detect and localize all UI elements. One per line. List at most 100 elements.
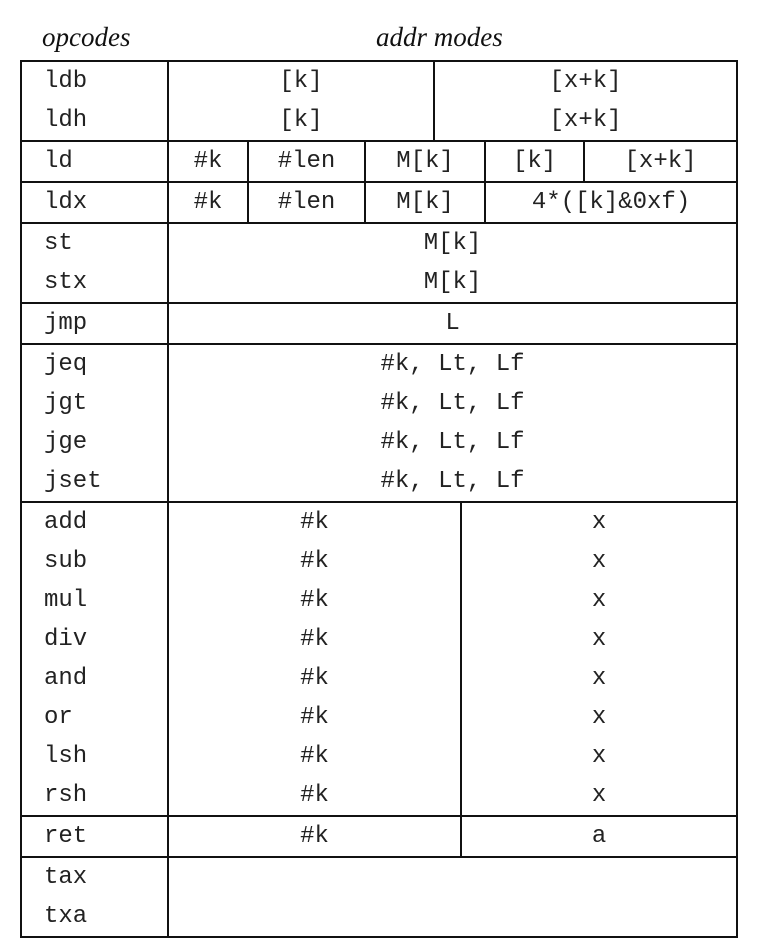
mode: x — [591, 626, 607, 653]
mode: #k — [193, 189, 223, 216]
mode: L — [445, 310, 460, 337]
opcode: add — [44, 509, 88, 536]
mode: #k — [300, 704, 329, 731]
opcode: sub — [44, 548, 88, 575]
mode-cell: [k] — [484, 140, 586, 183]
mode: #k — [300, 782, 329, 809]
mode-cell: #len — [247, 181, 366, 224]
mode: M[k] — [423, 230, 482, 257]
mode-cell: [k] [k] — [166, 60, 436, 142]
mode-cell: M[k] — [363, 181, 487, 224]
opcode-table: ldb ldh [k] [k] [x+k] [x+k] ld #k #len M[k]… — [20, 60, 739, 938]
mode: #k, Lt, Lf — [380, 429, 525, 456]
opcode-cell: ldx — [20, 181, 169, 224]
mode: [x+k] — [549, 68, 622, 95]
opcode: ret — [44, 823, 88, 850]
mode: #k — [300, 823, 329, 850]
mode: #k — [300, 626, 329, 653]
mode: #k — [300, 587, 329, 614]
opcode: stx — [44, 269, 88, 296]
mode: a — [591, 823, 607, 850]
mode-cell: a — [460, 815, 739, 858]
opcodes-heading: opcodes — [42, 22, 131, 52]
mode: x — [591, 548, 607, 575]
opcode: or — [44, 704, 73, 731]
opcode: ldh — [44, 107, 88, 134]
opcode: jmp — [44, 310, 88, 337]
opcode: lsh — [44, 743, 88, 770]
table-row: jmp L — [20, 302, 739, 345]
opcode: jeq — [44, 351, 88, 378]
opcode: and — [44, 665, 88, 692]
opcode-cell: ld — [20, 140, 169, 183]
mode-cell: #k #k #k #k #k #k #k #k — [166, 501, 463, 817]
mode-cell: M[k] M[k] — [166, 222, 739, 304]
opcode: jset — [44, 468, 102, 495]
mode: [k] — [512, 148, 557, 175]
opcode-cell: jmp — [20, 302, 169, 345]
mode: [x+k] — [549, 107, 622, 134]
mode-cell: #k — [167, 181, 249, 224]
mode: #k — [300, 509, 329, 536]
opcode-cell: ret — [20, 815, 169, 858]
mode: [x+k] — [624, 148, 697, 175]
mode: 4*([k]&0xf) — [531, 189, 691, 216]
opcode-cell: jeq jgt jge jset — [20, 343, 169, 503]
mode: [k] — [279, 68, 323, 95]
mode: x — [591, 509, 607, 536]
opcode: st — [44, 230, 73, 257]
opcode: jge — [44, 429, 88, 456]
mode-cell: #k — [167, 140, 249, 183]
table-row: st stx M[k] M[k] — [20, 222, 739, 304]
table-row: ld #k #len M[k] [k] [x+k] — [20, 140, 739, 183]
mode-cell: L — [166, 302, 739, 345]
table-row: ret #k a — [20, 815, 739, 858]
mode-cell: #k — [166, 815, 463, 858]
mode: #len — [277, 148, 336, 175]
opcode-cell: ldb ldh — [20, 60, 169, 142]
opcode-cell: add sub mul div and or lsh rsh — [20, 501, 169, 817]
mode: x — [591, 743, 607, 770]
table-row: ldb ldh [k] [k] [x+k] [x+k] — [20, 60, 739, 142]
mode: #k — [300, 743, 329, 770]
mode-cell: M[k] — [363, 140, 487, 183]
mode: x — [591, 587, 607, 614]
mode: x — [591, 782, 607, 809]
opcode: ld — [44, 148, 73, 175]
opcode-cell: st stx — [20, 222, 169, 304]
table-row: add sub mul div and or lsh rsh #k #k #k #k #k #k #k #k… — [20, 501, 739, 817]
table-row: ldx #k #len M[k] 4*([k]&0xf) — [20, 181, 739, 224]
mode: M[k] — [396, 148, 454, 175]
opcode: jgt — [44, 390, 88, 417]
mode-cell: #k, Lt, Lf #k, Lt, Lf #k, Lt, Lf #k, Lt, Lf — [166, 343, 739, 503]
opcode: mul — [44, 587, 88, 614]
table-row: jeq jgt jge jset #k, Lt, Lf #k, Lt, Lf #k, Lt… — [20, 343, 739, 503]
mode-cell: [x+k] [x+k] — [433, 60, 739, 142]
addr-modes-heading: addr modes — [376, 22, 503, 52]
opcode: div — [44, 626, 88, 653]
opcode: ldx — [44, 189, 88, 216]
table-row: tax txa — [20, 856, 739, 938]
mode: x — [591, 704, 607, 731]
opcode-cell: tax txa — [20, 856, 169, 938]
mode: M[k] — [396, 189, 454, 216]
mode-cell: 4*([k]&0xf) — [484, 181, 739, 224]
mode: #k — [193, 148, 223, 175]
mode: #k — [300, 665, 329, 692]
mode: #len — [277, 189, 336, 216]
mode: #k, Lt, Lf — [380, 351, 525, 378]
opcode: txa — [44, 903, 88, 930]
opcode: tax — [44, 864, 88, 891]
mode: #k — [300, 548, 329, 575]
mode-cell: #len — [247, 140, 366, 183]
mode: #k, Lt, Lf — [380, 390, 525, 417]
opcode: rsh — [44, 782, 88, 809]
mode: x — [591, 665, 607, 692]
mode: #k, Lt, Lf — [380, 468, 525, 495]
mode: M[k] — [423, 269, 482, 296]
mode: [k] — [279, 107, 323, 134]
opcode: ldb — [44, 68, 88, 95]
mode-cell — [166, 856, 739, 938]
mode-cell: [x+k] — [583, 140, 739, 183]
